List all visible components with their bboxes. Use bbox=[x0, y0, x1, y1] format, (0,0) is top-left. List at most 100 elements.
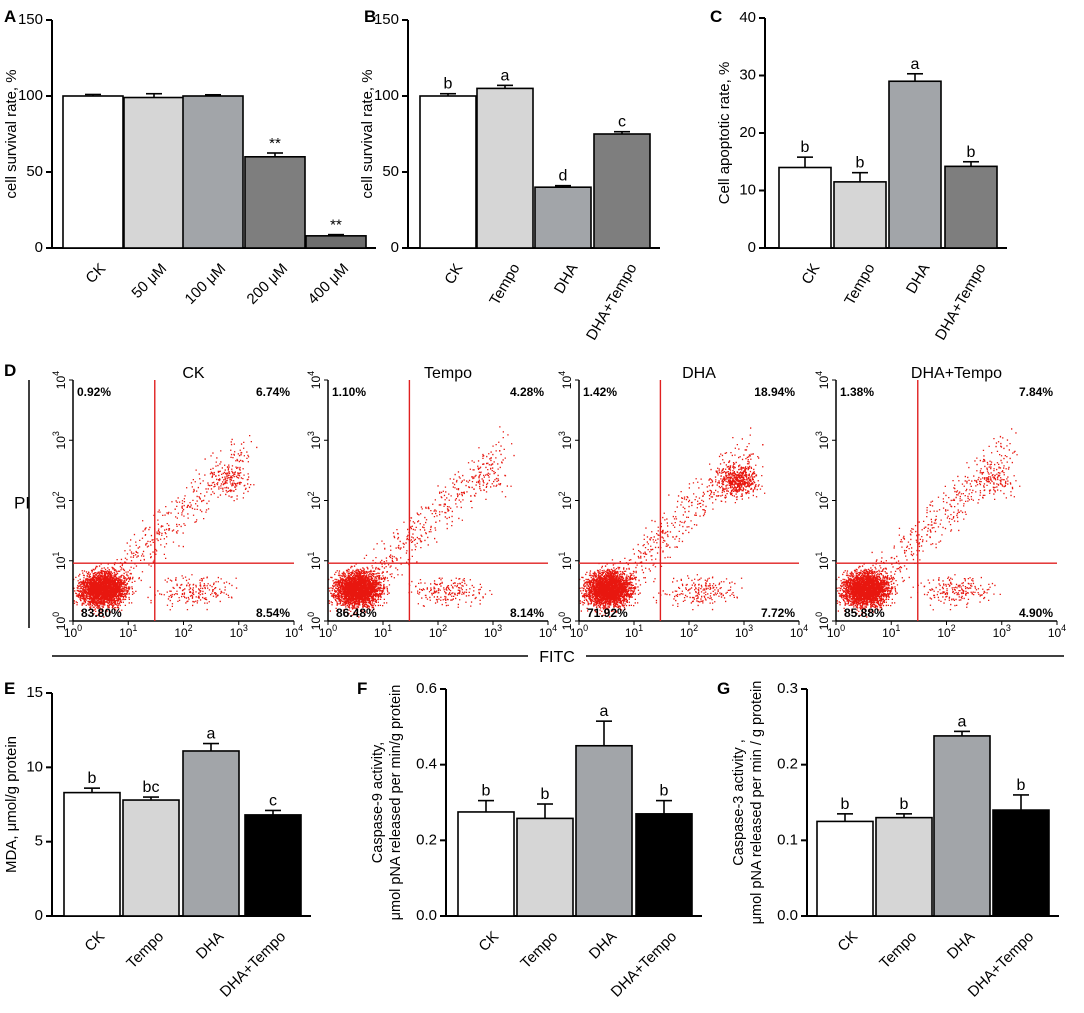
y-tick-exponent: 4 bbox=[306, 371, 316, 376]
significance-label: b bbox=[841, 796, 850, 813]
y-tick-label: 0.0 bbox=[416, 907, 437, 924]
y-tick-label: 0 bbox=[391, 239, 399, 256]
x-tick-exponent: 2 bbox=[951, 623, 956, 633]
y-tick-label: 0.0 bbox=[777, 907, 798, 924]
y-tick-label: 40 bbox=[739, 9, 756, 26]
x-category-label: Tempo bbox=[876, 928, 920, 972]
y-tick-exponent: 1 bbox=[51, 552, 61, 557]
quadrant-upper-left: 1.38% bbox=[840, 385, 874, 399]
x-category-label: DHA bbox=[903, 261, 934, 297]
bar-chart-c: 0 10 20 30 40 Cell apoptotic rate, % b CK b Tempo… bbox=[716, 9, 1007, 343]
x-tick-base: 10 bbox=[374, 626, 388, 640]
x-tick-exponent: 0 bbox=[583, 623, 588, 633]
bar-chart-a: 0 50 100 150 cell survival rate, % CK 50 μM 100… bbox=[3, 11, 376, 308]
y-tick-exponent: 3 bbox=[557, 431, 567, 436]
bar-chart-f: 0.0 0.2 0.4 0.6 Caspase-9 activity, μmol pNA … bbox=[370, 680, 702, 1001]
significance-label: a bbox=[911, 56, 920, 73]
x-tick-exponent: 2 bbox=[188, 623, 193, 633]
x-tick-label: 104 bbox=[790, 623, 808, 640]
panel-label-f: F bbox=[357, 679, 367, 698]
panel-label-d: D bbox=[4, 361, 16, 380]
y-tick-label: 104 bbox=[814, 371, 831, 389]
significance-label: ** bbox=[330, 217, 342, 234]
significance-label: a bbox=[600, 703, 609, 720]
y-tick-label: 104 bbox=[51, 371, 68, 389]
significance-label: b bbox=[1017, 777, 1026, 794]
fitc-label-background bbox=[528, 647, 586, 665]
y-tick-label: 20 bbox=[739, 124, 756, 141]
y-tick-label: 100 bbox=[814, 612, 831, 630]
y-axis-title-2: μmol pNA released per min / g protein bbox=[749, 681, 765, 925]
quadrant-upper-right: 7.84% bbox=[1019, 385, 1053, 399]
bar bbox=[244, 814, 302, 917]
x-tick-base: 10 bbox=[882, 626, 896, 640]
x-tick-exponent: 3 bbox=[497, 623, 502, 633]
y-tick-label: 102 bbox=[306, 491, 323, 509]
y-tick-base: 10 bbox=[817, 436, 831, 450]
y-tick-base: 10 bbox=[309, 376, 323, 390]
y-tick-base: 10 bbox=[817, 556, 831, 570]
y-tick-label: 30 bbox=[739, 66, 756, 83]
y-tick-exponent: 1 bbox=[557, 552, 567, 557]
flow-plot-title: DHA bbox=[682, 365, 716, 382]
y-tick-label: 103 bbox=[814, 431, 831, 449]
bar bbox=[933, 735, 991, 917]
y-tick-label: 0 bbox=[35, 907, 43, 924]
y-tick-label: 100 bbox=[51, 612, 68, 630]
bar bbox=[888, 80, 942, 249]
x-tick-base: 10 bbox=[64, 626, 78, 640]
x-category-label: 400 μM bbox=[305, 260, 353, 308]
y-tick-label: 100 bbox=[557, 612, 574, 630]
quadrant-upper-left: 1.10% bbox=[332, 385, 366, 399]
y-tick-exponent: 2 bbox=[306, 491, 316, 496]
x-tick-exponent: 4 bbox=[298, 623, 303, 633]
x-tick-exponent: 4 bbox=[1061, 623, 1066, 633]
y-tick-label: 103 bbox=[51, 431, 68, 449]
bar bbox=[182, 750, 240, 917]
y-tick-label: 103 bbox=[557, 431, 574, 449]
x-tick-exponent: 3 bbox=[243, 623, 248, 633]
x-category-label: Tempo bbox=[486, 261, 523, 308]
x-category-label: CK bbox=[81, 928, 108, 955]
y-tick-label: 100 bbox=[18, 87, 43, 104]
x-tick-label: 103 bbox=[484, 623, 502, 640]
significance-label: c bbox=[269, 792, 277, 809]
y-tick-label: 102 bbox=[814, 491, 831, 509]
y-tick-label: 150 bbox=[374, 11, 399, 28]
x-tick-base: 10 bbox=[174, 626, 188, 640]
x-tick-base: 10 bbox=[625, 626, 639, 640]
bar bbox=[476, 87, 534, 249]
bar bbox=[992, 809, 1050, 917]
y-tick-base: 10 bbox=[817, 376, 831, 390]
x-tick-label: 100 bbox=[64, 623, 82, 640]
y-tick-base: 10 bbox=[560, 436, 574, 450]
quadrant-lower-left: 71.92% bbox=[587, 606, 628, 620]
y-tick-label: 0 bbox=[35, 239, 43, 256]
y-tick-exponent: 3 bbox=[814, 431, 824, 436]
y-tick-label: 0 bbox=[748, 239, 756, 256]
x-category-label: DHA+Tempo bbox=[217, 928, 289, 1000]
significance-label: b bbox=[801, 139, 810, 156]
y-axis-title: cell survival rate, % bbox=[3, 69, 20, 198]
x-category-label: DHA bbox=[586, 928, 620, 962]
x-tick-base: 10 bbox=[429, 626, 443, 640]
significance-label: a bbox=[501, 67, 510, 84]
x-tick-label: 100 bbox=[827, 623, 845, 640]
y-tick-exponent: 4 bbox=[51, 371, 61, 376]
quadrant-upper-left: 0.92% bbox=[77, 385, 111, 399]
x-tick-exponent: 1 bbox=[895, 623, 900, 633]
y-axis-title-2: μmol pNA released per min/g protein bbox=[388, 685, 404, 921]
x-tick-exponent: 0 bbox=[840, 623, 845, 633]
y-tick-label: 101 bbox=[51, 552, 68, 570]
x-tick-base: 10 bbox=[319, 626, 333, 640]
x-tick-exponent: 2 bbox=[693, 623, 698, 633]
x-category-label: CK bbox=[475, 928, 502, 955]
significance-label: ** bbox=[269, 135, 281, 152]
x-tick-label: 100 bbox=[319, 623, 337, 640]
x-tick-label: 101 bbox=[625, 623, 643, 640]
bar-chart-b: 0 50 100 150 cell survival rate, % b CK a Tempo d… bbox=[359, 11, 660, 343]
y-tick-exponent: 3 bbox=[306, 431, 316, 436]
y-tick-label: 0.4 bbox=[416, 756, 437, 773]
